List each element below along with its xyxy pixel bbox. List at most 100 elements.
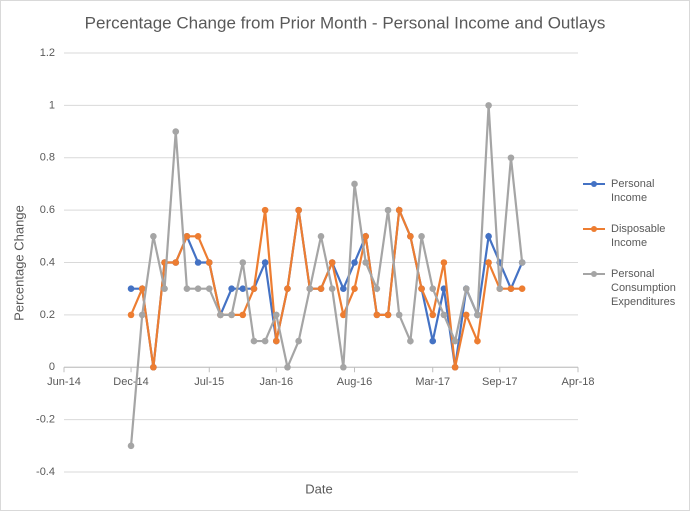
data-point (228, 311, 235, 319)
data-point (462, 311, 470, 319)
data-point (306, 285, 314, 292)
y-tick-label: 0.8 (40, 152, 55, 164)
x-tick-label: Dec-14 (113, 376, 148, 388)
y-axis-label: Percentage Change (11, 205, 26, 321)
data-point (273, 337, 280, 345)
data-point (485, 233, 492, 240)
data-point (340, 363, 347, 371)
data-point (194, 259, 202, 266)
data-point (295, 337, 302, 345)
x-tick-label: Jul-15 (194, 376, 224, 388)
y-tick-label: 1.2 (40, 47, 55, 59)
legend-label: Disposable Income (611, 223, 666, 249)
data-point (127, 442, 135, 450)
data-point (351, 285, 358, 292)
data-point (485, 259, 492, 266)
data-point (250, 285, 258, 292)
data-point (205, 285, 213, 292)
data-point (205, 259, 213, 266)
data-point (172, 259, 180, 266)
data-point (451, 363, 459, 371)
y-tick-label: 0.6 (40, 204, 55, 216)
data-point (518, 259, 526, 266)
y-tick-label: 1 (49, 99, 55, 111)
data-point (127, 311, 135, 319)
data-point (362, 233, 369, 240)
x-tick-label: Jan-16 (259, 376, 293, 388)
data-point (127, 285, 135, 292)
data-point (172, 128, 180, 135)
data-point (507, 285, 515, 292)
data-point (261, 337, 269, 345)
data-point (250, 337, 258, 345)
data-point (317, 285, 325, 292)
data-point (407, 233, 414, 240)
data-point (507, 154, 515, 162)
data-point (340, 285, 347, 292)
legend-item: Disposable Income (581, 222, 681, 250)
data-point (395, 206, 403, 214)
y-tick-label: -0.4 (36, 466, 55, 478)
data-point (351, 180, 358, 188)
data-point (261, 206, 269, 214)
data-point (328, 259, 336, 266)
data-point (474, 337, 481, 345)
y-tick-label: -0.2 (36, 414, 55, 426)
x-tick-label: Mar-17 (415, 376, 450, 388)
data-point (485, 102, 492, 109)
legend-swatch (583, 181, 605, 187)
data-point (429, 337, 437, 345)
legend-label: Personal Consumption Expenditures (611, 268, 676, 308)
data-point (194, 285, 202, 292)
x-tick-label: Apr-18 (561, 376, 594, 388)
data-point (429, 311, 437, 319)
y-tick-label: 0.4 (40, 256, 55, 268)
data-point (384, 311, 392, 319)
data-point (228, 285, 235, 292)
data-point (183, 233, 191, 240)
data-point (384, 206, 392, 214)
data-point (351, 259, 358, 266)
data-point (284, 285, 291, 292)
legend-label: Personal Income (611, 178, 655, 204)
x-axis-label: Date (305, 481, 332, 496)
data-point (138, 285, 146, 292)
data-point (261, 259, 269, 266)
chart-title: Percentage Change from Prior Month - Per… (85, 13, 606, 32)
data-point (418, 233, 425, 240)
data-point (138, 311, 146, 319)
data-point (362, 259, 369, 266)
data-point (373, 311, 381, 319)
legend-swatch (583, 226, 605, 232)
data-point (217, 311, 224, 319)
data-point (295, 206, 302, 214)
data-point (395, 311, 403, 319)
data-point (161, 285, 168, 292)
data-point (239, 311, 247, 319)
data-point (150, 233, 157, 240)
data-point (429, 285, 437, 292)
data-point (451, 337, 459, 345)
x-tick-label: Aug-16 (337, 376, 372, 388)
data-point (474, 311, 481, 319)
data-point (440, 259, 448, 266)
y-tick-label: 0 (49, 361, 55, 373)
data-point (440, 311, 448, 319)
data-point (284, 363, 291, 371)
data-point (407, 337, 414, 345)
data-point (462, 285, 470, 292)
data-point (150, 363, 157, 371)
data-point (340, 311, 347, 319)
x-tick-label: Sep-17 (482, 376, 517, 388)
data-point (373, 285, 381, 292)
data-point (273, 311, 280, 319)
legend-swatch (583, 271, 605, 277)
legend: Personal Income Disposable Income Personal… (581, 177, 681, 326)
data-point (496, 285, 504, 292)
y-tick-label: 0.2 (40, 309, 55, 321)
data-point (194, 233, 202, 240)
data-point (183, 285, 191, 292)
legend-item: Personal Income (581, 177, 681, 205)
